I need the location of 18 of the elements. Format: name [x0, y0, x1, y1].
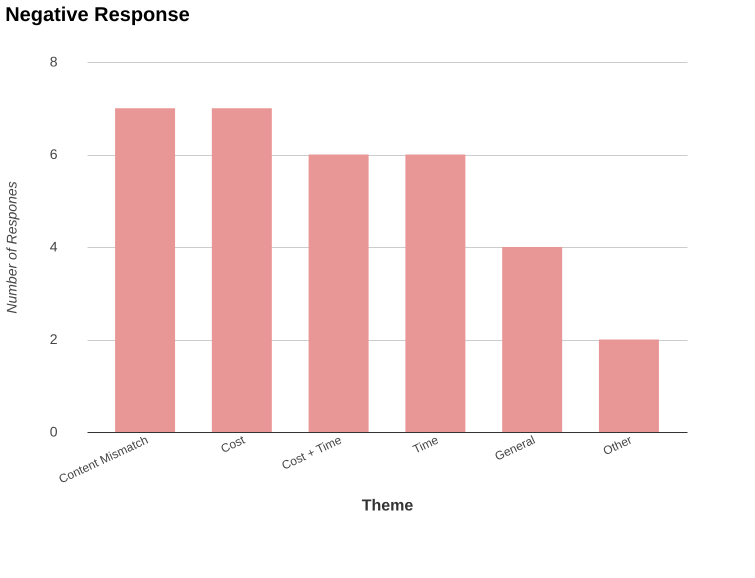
bar: [502, 247, 562, 432]
y-axis-title: Number of Respones: [4, 181, 20, 314]
bar: [598, 340, 659, 432]
y-tick-label: 6: [50, 146, 58, 162]
x-axis-title: Theme: [362, 497, 414, 514]
bar: [405, 154, 466, 432]
y-tick-label: 2: [50, 331, 58, 347]
x-tick-label: Cost: [218, 432, 248, 456]
bar: [308, 154, 369, 432]
y-tick-label: 0: [50, 424, 58, 440]
x-tick-label: Time: [410, 432, 441, 456]
x-tick-label: Cost + Time: [279, 432, 344, 473]
y-tick-label: 4: [50, 238, 58, 254]
x-tick-label: Other: [600, 432, 634, 458]
y-tick-label: 8: [50, 54, 58, 70]
bar: [115, 108, 176, 432]
bar: [212, 108, 272, 432]
chart-title: Negative Response: [5, 4, 190, 26]
